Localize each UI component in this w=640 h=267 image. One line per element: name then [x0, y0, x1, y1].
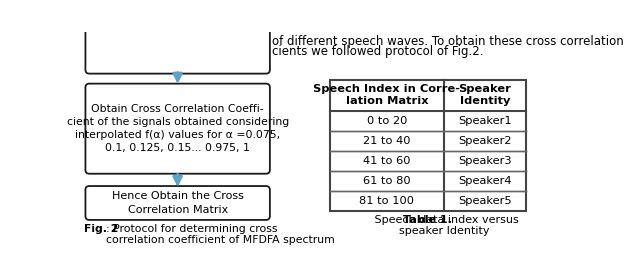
Text: 0 to 20: 0 to 20	[367, 116, 407, 125]
Text: Speaker3: Speaker3	[458, 156, 512, 166]
Text: 81 to 100: 81 to 100	[360, 196, 415, 206]
Text: Speech data index versus
speaker Identity: Speech data index versus speaker Identit…	[371, 214, 518, 236]
Text: Fig. 2: Fig. 2	[84, 224, 118, 234]
Text: 21 to 40: 21 to 40	[363, 136, 411, 146]
Text: Speech Index in Corre-
lation Matrix: Speech Index in Corre- lation Matrix	[314, 84, 460, 106]
Text: Speaker2: Speaker2	[458, 136, 512, 146]
Text: Obtain Cross Correlation Coeffi-
cient of the signals obtained considering
inter: Obtain Cross Correlation Coeffi- cient o…	[67, 104, 289, 154]
Text: Table 1.: Table 1.	[403, 214, 452, 225]
FancyBboxPatch shape	[85, 84, 270, 174]
Text: Hence Obtain the Cross
Correlation Matrix: Hence Obtain the Cross Correlation Matri…	[112, 191, 244, 215]
FancyBboxPatch shape	[85, 186, 270, 220]
Text: : Protocol for determining cross
correlation coefficient of MFDFA spectrum: : Protocol for determining cross correla…	[106, 224, 334, 245]
Text: 61 to 80: 61 to 80	[363, 176, 411, 186]
Text: of different speech waves. To obtain these cross correlation: of different speech waves. To obtain the…	[272, 35, 624, 48]
Text: Speaker4: Speaker4	[458, 176, 512, 186]
Text: Speaker
Identity: Speaker Identity	[458, 84, 511, 106]
Text: Speaker1: Speaker1	[458, 116, 512, 125]
Text: 41 to 60: 41 to 60	[363, 156, 411, 166]
Text: cients we followed protocol of Fig.2.: cients we followed protocol of Fig.2.	[272, 45, 484, 58]
FancyBboxPatch shape	[85, 26, 270, 74]
Bar	[330, 80, 525, 211]
Text: Speaker5: Speaker5	[458, 196, 512, 206]
